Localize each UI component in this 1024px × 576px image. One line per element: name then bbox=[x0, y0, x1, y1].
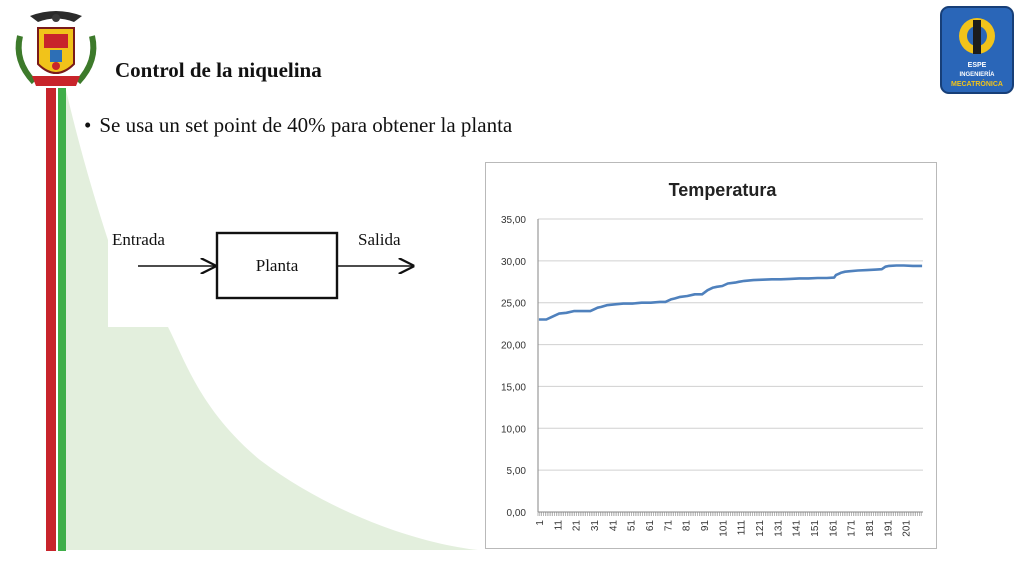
slide-title: Control de la niquelina bbox=[115, 58, 322, 82]
chart-canvas: Temperatura 0,00 5,00 10,00 15,00 20,00 25,00 3… bbox=[501, 180, 923, 537]
x-tick-label: 131 bbox=[773, 520, 784, 537]
series-line-temperatura bbox=[538, 264, 923, 321]
x-tick-label: 31 bbox=[590, 520, 601, 532]
stripe-white bbox=[56, 88, 58, 551]
x-tick-label: 1 bbox=[535, 520, 546, 526]
x-tick-label: 21 bbox=[572, 520, 583, 532]
y-tick-label: 35,00 bbox=[501, 215, 526, 226]
x-tick-label: 11 bbox=[553, 520, 564, 531]
x-tick-label: 101 bbox=[718, 520, 729, 537]
y-tick-label: 0,00 bbox=[507, 508, 527, 519]
x-tick-label: 91 bbox=[700, 520, 711, 532]
x-tick-label: 151 bbox=[810, 520, 821, 537]
x-tick-label: 71 bbox=[663, 520, 674, 532]
decor-green-curve bbox=[66, 90, 478, 550]
x-tick-label: 181 bbox=[865, 520, 876, 537]
bullet-dot: • bbox=[84, 113, 92, 137]
logo-line-1: ESPE bbox=[968, 62, 987, 69]
x-tick-label: 51 bbox=[627, 520, 638, 532]
stripe-red bbox=[46, 88, 56, 551]
y-tick-label: 5,00 bbox=[507, 466, 527, 477]
x-tick-label: 121 bbox=[755, 520, 766, 537]
espe-mecatronica-logo: ESPE INGENIERÍA MECATRÓNICA bbox=[940, 6, 1014, 94]
bullet-text: Se usa un set point de 40% para obtener … bbox=[99, 113, 513, 137]
logo-line-2: INGENIERÍA bbox=[959, 70, 995, 78]
x-tick-label: 141 bbox=[792, 520, 803, 537]
coat-of-arms-logo bbox=[15, 11, 97, 86]
stripe-green bbox=[58, 88, 66, 551]
x-tick-label: 201 bbox=[902, 520, 913, 537]
bullet-item: • Se usa un set point de 40% para obtener… bbox=[84, 113, 512, 138]
y-tick-label: 20,00 bbox=[501, 341, 526, 352]
x-tick-label: 81 bbox=[682, 520, 693, 532]
x-tick-label: 111 bbox=[737, 520, 748, 536]
chart-title: Temperatura bbox=[669, 180, 778, 200]
y-tick-label: 10,00 bbox=[501, 424, 526, 435]
block-diagram: Entrada Planta Salida bbox=[112, 230, 425, 300]
x-tick-label: 191 bbox=[883, 520, 894, 537]
x-tick-label: 161 bbox=[828, 520, 839, 537]
y-tick-label: 15,00 bbox=[501, 382, 526, 393]
y-tick-label: 25,00 bbox=[501, 299, 526, 310]
x-tick-label: 41 bbox=[608, 520, 619, 532]
output-label: Salida bbox=[358, 230, 401, 249]
plant-block bbox=[215, 231, 339, 300]
x-tick-label: 61 bbox=[645, 520, 656, 532]
x-tick-label: 171 bbox=[847, 520, 858, 537]
y-tick-label: 30,00 bbox=[501, 257, 526, 268]
logo-line-3: MECATRÓNICA bbox=[951, 79, 1003, 88]
temperature-chart: Temperatura 0,00 5,00 10,00 15,00 20,00 25,00 3… bbox=[485, 162, 937, 549]
plant-label: Planta bbox=[256, 256, 299, 275]
input-label: Entrada bbox=[112, 230, 165, 249]
